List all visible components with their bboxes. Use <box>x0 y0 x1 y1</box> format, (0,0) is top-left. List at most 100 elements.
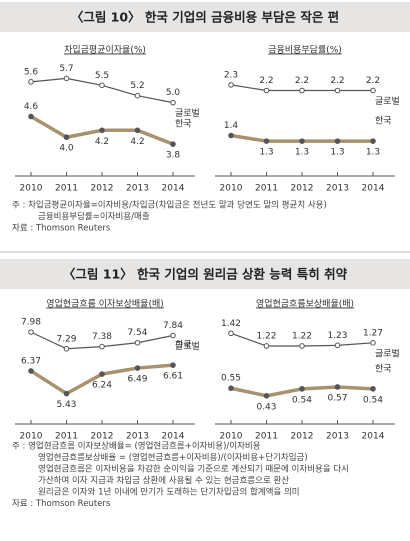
note: 가산하여 이자 지급과 차입금 상환에 사용될 수 있는 현금흐름으로 환산 <box>38 475 289 486</box>
data-label: 2.2 <box>295 76 309 86</box>
point <box>99 82 105 89</box>
data-label: 0.54 <box>363 395 383 405</box>
point <box>228 385 234 392</box>
data-label: 7.98 <box>21 318 41 328</box>
data-label: 6.61 <box>163 372 183 382</box>
x-tick-label: 2010 <box>220 432 243 442</box>
point <box>228 330 234 337</box>
x-tick-label: 2010 <box>20 432 43 442</box>
point <box>370 386 376 392</box>
note: 금융비용부담률=이자비용/매출 <box>38 211 150 222</box>
point <box>99 343 105 350</box>
chart-title: 영업현금흐름 이자보상배율(배) <box>46 299 164 310</box>
data-label: 1.42 <box>221 319 241 329</box>
data-label: 1.3 <box>366 148 380 158</box>
data-label: 2.2 <box>259 76 273 86</box>
series-name: 한국 <box>375 363 392 374</box>
x-tick-label: 2012 <box>291 432 314 442</box>
x-tick-label: 2013 <box>126 184 149 194</box>
figure-header <box>0 2 410 32</box>
point <box>134 92 141 99</box>
x-tick-label: 2013 <box>326 432 349 442</box>
point <box>63 134 70 141</box>
x-tick-label: 2012 <box>91 184 114 194</box>
point <box>299 138 305 144</box>
data-label: 4.6 <box>24 102 39 112</box>
data-label: 0.54 <box>292 395 312 405</box>
point <box>170 362 176 368</box>
source: 자료 : Thomson Reuters <box>12 499 111 509</box>
data-label: 5.43 <box>56 400 76 410</box>
point <box>63 345 70 352</box>
note: 주 : 차입금평균이자율=이자비용/차입금(차입금은 전년도 말과 당연도 말의… <box>12 200 327 211</box>
data-label: 6.49 <box>127 375 147 385</box>
series-name: 한국 <box>375 116 392 127</box>
data-label: 7.54 <box>127 328 147 338</box>
data-label: 4.2 <box>130 137 144 147</box>
data-label: 7.38 <box>92 332 112 342</box>
data-label: 4.2 <box>95 137 109 147</box>
point <box>334 138 341 144</box>
data-label: 0.55 <box>221 374 241 384</box>
data-label: 0.57 <box>327 393 347 403</box>
x-tick-label: 2013 <box>126 432 149 442</box>
series-name: 한국 <box>175 119 192 130</box>
point <box>228 132 234 139</box>
x-tick-label: 2012 <box>91 432 114 442</box>
point <box>28 368 34 374</box>
point <box>263 393 270 399</box>
point <box>370 87 376 94</box>
x-tick-label: 2014 <box>362 432 385 442</box>
chart-title: 영업현금흐름보상배율(배) <box>256 299 354 310</box>
point <box>134 127 141 134</box>
data-label: 2.2 <box>330 76 344 86</box>
data-label: 1.4 <box>224 121 239 131</box>
x-tick-label: 2012 <box>291 184 314 194</box>
data-label: 7.29 <box>56 334 76 344</box>
note: 영업현금흐름은 이자비용을 차감한 순이익을 기준으로 계산되기 때문에 이자비… <box>38 464 349 475</box>
point <box>63 75 70 82</box>
series-name: 글로벌 <box>375 348 400 359</box>
x-tick-label: 2010 <box>20 184 43 194</box>
series-name: 글로벌 <box>175 108 200 119</box>
point <box>263 343 270 349</box>
data-label: 5.5 <box>95 71 109 81</box>
point <box>28 329 34 335</box>
data-label: 1.3 <box>295 148 309 158</box>
point <box>299 87 305 94</box>
point <box>370 340 376 346</box>
point <box>263 87 270 94</box>
data-label: 2.2 <box>366 76 380 86</box>
x-tick-label: 2011 <box>255 184 278 194</box>
series-name: 글로벌 <box>175 341 200 352</box>
data-label: 3.8 <box>166 151 181 161</box>
note: 영업현금흐름보상배율 = (영업현금흐름+이자비용)/(이자비용+단기차입금) <box>38 452 308 463</box>
data-label: 0.43 <box>256 402 276 412</box>
series-name: 글로벌 <box>375 96 400 107</box>
data-label: 6.37 <box>21 356 41 366</box>
point <box>99 127 105 134</box>
point <box>170 332 176 339</box>
data-label: 7.84 <box>163 321 183 331</box>
x-tick-label: 2010 <box>220 184 243 194</box>
point <box>28 79 34 85</box>
data-label: 1.22 <box>292 331 312 341</box>
data-label: 6.24 <box>92 381 112 391</box>
data-label: 1.22 <box>256 331 276 341</box>
data-label: 4.0 <box>59 144 74 154</box>
data-label: 5.6 <box>24 67 39 77</box>
point <box>170 99 176 106</box>
point <box>99 371 105 377</box>
point <box>170 141 176 147</box>
chart-title: 금융비용부담률(%) <box>268 44 342 56</box>
point <box>263 138 270 144</box>
figure-title: 〈그림 11〉 한국 기업의 원리금 상환 능력 특히 취약 <box>63 267 348 282</box>
data-label: 5.2 <box>130 81 144 91</box>
data-label: 1.27 <box>363 328 383 338</box>
data-label: 5.7 <box>59 64 73 74</box>
x-tick-label: 2011 <box>55 184 78 194</box>
data-label: 1.3 <box>330 148 344 158</box>
data-label: 2.3 <box>224 70 238 80</box>
source: 자료 : Thomson Reuters <box>12 224 111 234</box>
data-label: 1.3 <box>259 148 273 158</box>
